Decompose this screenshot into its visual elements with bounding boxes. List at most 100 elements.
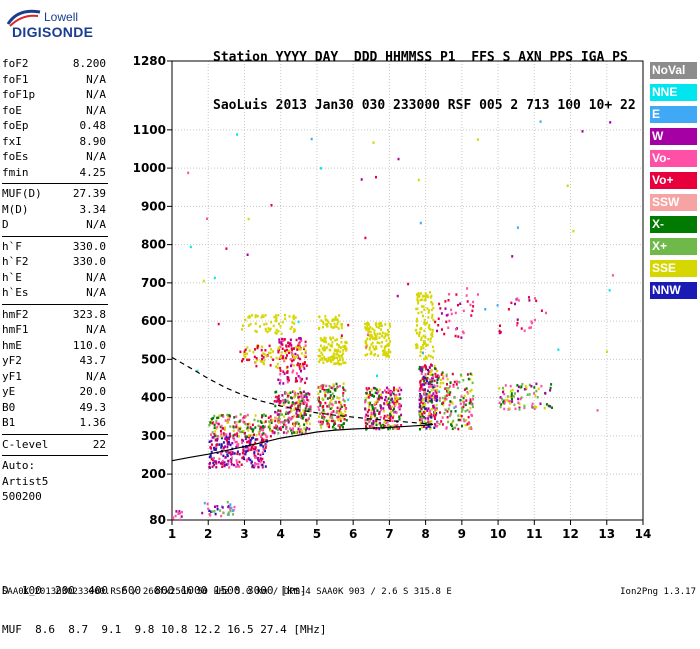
echo-point (259, 440, 262, 444)
param-name: foEp (2, 119, 29, 132)
echo-point (566, 184, 569, 187)
echo-point (334, 422, 337, 425)
echo-point (238, 435, 240, 438)
echo-point (387, 329, 389, 332)
echo-point (285, 348, 288, 352)
echo-point (364, 419, 367, 422)
echo-point (300, 428, 302, 431)
echo-point (230, 506, 233, 510)
param-name: h`E (2, 270, 22, 284)
echo-point (424, 298, 427, 301)
echo-point (291, 427, 294, 430)
echo-point (297, 401, 300, 404)
echo-point (416, 299, 419, 303)
echo-point (331, 416, 334, 420)
echo-point (269, 435, 272, 438)
echo-point (247, 435, 250, 439)
echo-point (263, 353, 266, 356)
echo-point (431, 335, 434, 338)
echo-point (337, 359, 340, 363)
autoscaling-info: Artist5 (2, 474, 49, 488)
echo-point (572, 229, 575, 233)
echo-point (323, 336, 326, 340)
echo-point (436, 421, 439, 424)
echo-point (262, 432, 265, 435)
echo-point (326, 319, 329, 322)
echo-point (322, 417, 325, 421)
echo-point (253, 418, 256, 422)
echo-point (370, 412, 373, 416)
echo-point (256, 314, 259, 318)
param-name: D (2, 218, 9, 231)
echo-point (423, 380, 426, 383)
echo-point (380, 345, 383, 348)
echo-point (254, 446, 257, 449)
echo-point (247, 316, 250, 319)
echo-point (331, 392, 334, 395)
echo-point (216, 505, 219, 508)
echo-point (244, 355, 247, 359)
echo-point (396, 400, 399, 403)
param-row-b0: B0 49.3 (2, 400, 108, 416)
echo-point (464, 403, 467, 407)
echo-point (274, 419, 277, 423)
echo-point (509, 402, 511, 405)
echo-point (427, 398, 430, 402)
echo-point (295, 409, 298, 412)
param-name: foE (2, 103, 22, 117)
y-tick-label: 1100 (133, 123, 166, 137)
echo-point (259, 453, 262, 457)
echo-point (327, 321, 330, 324)
echo-point (423, 365, 426, 369)
echo-point (424, 355, 427, 358)
echo-point (333, 356, 336, 360)
echo-point (322, 361, 325, 364)
echo-point (453, 406, 456, 409)
echo-point (365, 425, 367, 428)
echo-point (432, 306, 435, 310)
echo-point (332, 352, 335, 355)
echo-point (284, 317, 287, 321)
echo-point (423, 376, 426, 380)
echo-point (533, 318, 536, 322)
echo-point (174, 514, 177, 518)
echo-point (298, 340, 301, 343)
echo-point (342, 349, 345, 352)
echo-point (289, 358, 292, 361)
echo-point (276, 413, 279, 416)
echo-point (244, 352, 247, 356)
echo-point (332, 358, 335, 361)
echo-point (423, 308, 426, 311)
echo-point (323, 355, 326, 359)
echo-point (208, 424, 211, 427)
echo-point (391, 416, 394, 419)
echo-point (221, 427, 224, 430)
echo-point (438, 422, 441, 426)
param-value: 8.200 (72, 57, 106, 70)
echo-point (262, 356, 265, 359)
echo-point (429, 337, 432, 340)
echo-point (321, 353, 324, 356)
echo-point (407, 282, 410, 286)
echo-point (212, 436, 215, 439)
echo-point (271, 419, 274, 422)
echo-point (297, 320, 300, 324)
echo-point (291, 321, 294, 324)
echo-point (519, 397, 522, 401)
echo-point (279, 409, 282, 413)
echo-point (460, 395, 463, 398)
echo-point (247, 324, 250, 327)
echo-point (263, 359, 266, 362)
echo-point (292, 364, 295, 367)
echo-point (317, 397, 319, 400)
echo-point (321, 387, 324, 390)
x-tick-label: 11 (526, 527, 543, 541)
echo-point (420, 417, 423, 420)
echo-point (429, 409, 432, 413)
echo-point (297, 342, 300, 346)
echo-point (211, 458, 214, 462)
echo-point (293, 355, 295, 359)
echo-point (229, 459, 232, 462)
echo-point (264, 414, 267, 418)
echo-point (452, 419, 455, 423)
